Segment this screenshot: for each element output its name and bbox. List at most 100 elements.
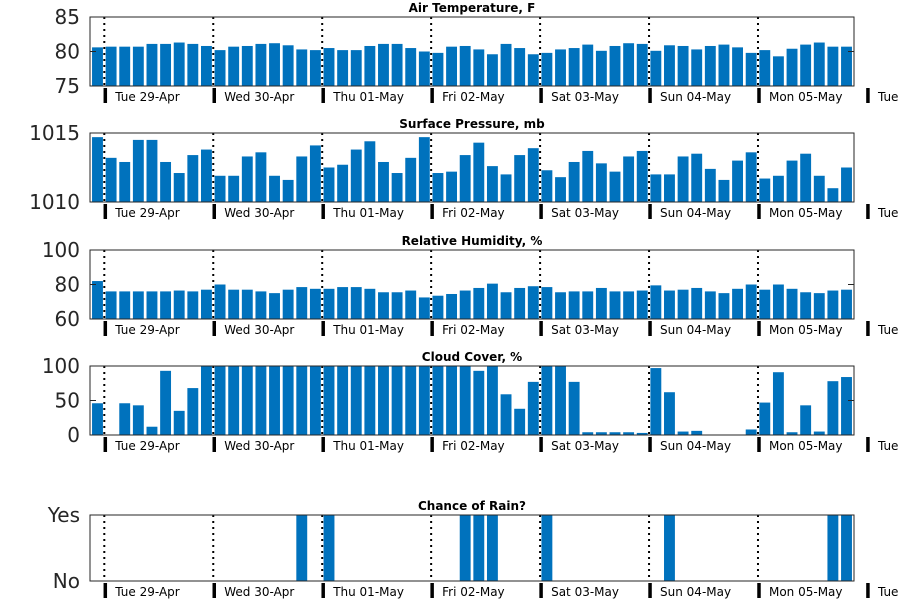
ytick-label-0-2: 85: [55, 5, 80, 29]
bar-0-34: [555, 49, 566, 86]
bar-0-37: [595, 50, 607, 86]
bar-2-54: [827, 290, 839, 319]
bar-1-44: [691, 153, 703, 202]
bar-0-47: [732, 47, 743, 86]
bar-0-54: [827, 46, 839, 86]
bar-3-34: [555, 366, 566, 435]
panel-title-1: Surface Pressure, mb: [399, 117, 545, 131]
day-label-2-3: Fri 02-May: [442, 323, 505, 337]
bar-2-40: [636, 290, 648, 319]
bar-0-17: [323, 48, 335, 86]
bar-3-15: [296, 366, 308, 435]
bar-2-37: [595, 287, 607, 319]
bar-3-20: [364, 366, 376, 435]
bar-3-50: [772, 372, 784, 435]
day-label-4-2: Thu 01-May: [332, 585, 404, 599]
bar-3-48: [745, 429, 757, 435]
ytick-label-4-0: No: [53, 569, 80, 593]
ytick-label-3-1: 50: [55, 389, 80, 413]
ytick-label-2-1: 80: [55, 273, 80, 297]
day-label-0-3: Fri 02-May: [442, 90, 505, 104]
bar-3-37: [595, 432, 607, 435]
bar-1-55: [841, 167, 852, 202]
bar-2-42: [664, 290, 675, 319]
bar-0-19: [350, 50, 362, 86]
bar-3-33: [541, 366, 553, 435]
day-label-2-6: Mon 05-May: [769, 323, 843, 337]
bar-4-33: [541, 515, 553, 581]
bar-0-11: [241, 45, 253, 86]
bar-1-43: [677, 156, 689, 202]
bar-0-12: [255, 43, 267, 86]
bar-2-4: [146, 291, 158, 319]
bar-0-18: [337, 50, 349, 86]
bar-2-43: [677, 289, 689, 319]
bar-1-6: [173, 173, 185, 202]
bar-2-44: [691, 287, 703, 319]
bar-0-38: [609, 45, 621, 86]
bar-1-49: [759, 178, 771, 202]
day-label-1-2: Thu 01-May: [332, 206, 404, 220]
bar-3-29: [486, 366, 498, 435]
bar-0-51: [786, 48, 798, 86]
bar-0-32: [527, 54, 539, 86]
bar-0-3: [132, 46, 144, 86]
bar-3-43: [677, 431, 689, 435]
day-label-4-5: Sun 04-May: [660, 585, 731, 599]
bar-0-46: [718, 44, 730, 86]
bar-3-27: [459, 366, 471, 435]
bar-3-38: [609, 432, 621, 435]
bar-2-1: [105, 291, 117, 319]
day-label-3-6: Mon 05-May: [769, 439, 843, 453]
bar-1-27: [459, 155, 471, 202]
bar-4-54: [827, 515, 839, 581]
bar-2-19: [350, 287, 362, 319]
day-label-4-0: Tue 29-Apr: [114, 585, 179, 599]
bar-3-41: [650, 368, 662, 435]
day-label-1-6: Mon 05-May: [769, 206, 843, 220]
bar-2-12: [255, 291, 267, 319]
bar-1-25: [432, 173, 444, 202]
bar-1-39: [623, 156, 635, 202]
bar-2-27: [459, 290, 471, 319]
bar-1-13: [269, 175, 280, 202]
panel-title-3: Cloud Cover, %: [422, 350, 522, 364]
bar-2-31: [514, 287, 526, 319]
bar-1-45: [704, 168, 716, 202]
bar-2-53: [813, 293, 825, 320]
bar-1-17: [323, 167, 335, 202]
bar-3-28: [473, 370, 485, 435]
axes-box-1: [89, 132, 855, 203]
bar-3-3: [132, 405, 144, 435]
bar-4-15: [296, 515, 308, 581]
bar-1-29: [486, 166, 498, 202]
bar-1-53: [813, 175, 825, 202]
bar-3-14: [282, 366, 294, 435]
bar-4-28: [473, 515, 485, 581]
bar-2-38: [609, 291, 621, 319]
bar-1-54: [827, 188, 839, 202]
bar-3-17: [323, 366, 335, 435]
bar-3-53: [813, 431, 825, 435]
ytick-label-4-1: Yes: [47, 503, 80, 527]
bar-1-50: [772, 175, 784, 202]
bar-1-22: [391, 173, 403, 202]
bar-3-19: [350, 366, 362, 435]
day-label-2-5: Sun 04-May: [660, 323, 731, 337]
bar-2-9: [214, 284, 226, 319]
bar-0-15: [296, 49, 308, 86]
bar-1-34: [555, 177, 566, 202]
day-label-0-7: Tue 06-May: [877, 90, 900, 104]
bar-2-39: [623, 291, 635, 319]
bar-0-26: [446, 46, 458, 86]
bar-1-36: [582, 150, 594, 202]
bar-0-43: [677, 45, 689, 86]
bar-0-9: [214, 50, 226, 86]
bar-1-14: [282, 179, 294, 202]
ytick-label-0-1: 80: [55, 40, 80, 64]
bar-2-51: [786, 288, 798, 319]
bar-1-47: [732, 160, 743, 202]
bar-0-24: [418, 51, 430, 86]
bar-3-9: [214, 366, 226, 435]
bar-2-26: [446, 293, 458, 319]
